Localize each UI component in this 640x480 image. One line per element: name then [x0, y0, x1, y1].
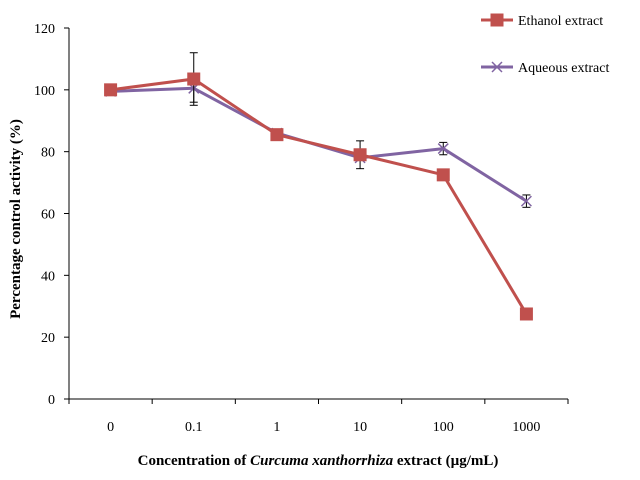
x-axis-title-italic: Curcuma xanthorrhiza	[250, 453, 393, 469]
y-tick-label: 60	[41, 208, 55, 223]
legend: Ethanol extract Aqueous extract	[481, 13, 609, 76]
y-tick-label: 0	[48, 393, 55, 408]
y-tick-label: 40	[41, 269, 55, 284]
x-axis-title-suffix: extract (µg/mL)	[393, 453, 498, 469]
y-tick-label: 100	[34, 84, 55, 99]
data-point	[436, 168, 450, 182]
series-layer	[104, 52, 533, 321]
series-aqueous-extract	[105, 73, 532, 208]
x-axis-title-prefix: Concentration of	[138, 453, 251, 469]
x-axis-title: Concentration of Curcuma xanthorrhiza ex…	[138, 453, 499, 469]
y-tick-label: 80	[41, 146, 55, 161]
legend-label: Ethanol extract	[518, 14, 603, 29]
data-point	[104, 83, 118, 97]
x-tick-label: 100	[433, 420, 454, 435]
legend-label: Aqueous extract	[518, 61, 609, 76]
x-tick-label: 0.1	[185, 420, 203, 435]
y-ticks: 0 20 40 60 80 100 120	[34, 22, 69, 408]
data-point	[270, 128, 284, 142]
axes	[68, 28, 568, 400]
data-point	[437, 143, 449, 155]
y-tick-label: 120	[34, 22, 55, 37]
x-tick-label: 1000	[512, 420, 540, 435]
legend-marker	[491, 61, 503, 73]
data-point	[519, 307, 533, 321]
x-ticks: 0 0.1 1 10 100 1000	[68, 399, 569, 435]
x-tick-label: 1	[273, 420, 280, 435]
y-axis-title: Percentage control activity (%)	[8, 119, 24, 319]
data-point	[520, 195, 532, 207]
data-point	[353, 148, 367, 162]
series-line	[110, 77, 528, 315]
series-ethanol-extract	[104, 52, 533, 321]
y-tick-label: 20	[41, 331, 55, 346]
legend-marker	[490, 13, 504, 27]
x-tick-label: 10	[353, 420, 367, 435]
x-tick-label: 0	[107, 420, 114, 435]
data-point	[187, 72, 201, 86]
